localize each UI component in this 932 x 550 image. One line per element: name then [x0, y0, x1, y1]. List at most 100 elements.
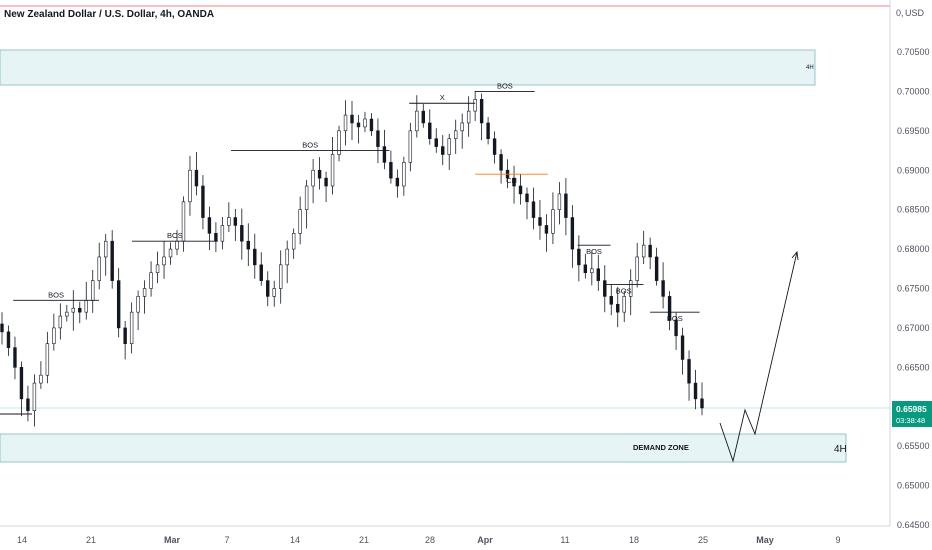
x-tick-label: 18: [629, 535, 639, 545]
candle-body: [447, 138, 451, 155]
structure-label: BOS: [167, 231, 183, 240]
candle-body: [402, 162, 406, 187]
candle-body: [687, 359, 691, 384]
candle-body: [201, 185, 205, 218]
candle-body: [700, 398, 704, 409]
structure-label: BOS: [497, 81, 513, 90]
x-tick-label: 14: [290, 535, 300, 545]
currency-label: USD: [905, 8, 925, 18]
chart-title: New Zealand Dollar / U.S. Dollar, 4h, OA…: [4, 9, 214, 20]
candle-body: [629, 280, 633, 297]
candle-body: [603, 280, 607, 297]
candle-body: [227, 217, 231, 226]
candle-body: [473, 99, 477, 112]
candle-body: [26, 398, 30, 411]
candle-body: [97, 256, 101, 281]
candle-body: [369, 118, 374, 132]
candle-body: [279, 264, 283, 289]
y-tick-label: 0.70500: [897, 47, 930, 57]
candle-body: [395, 177, 400, 187]
candle-body: [596, 268, 600, 281]
candles-group: [0, 90, 704, 427]
candle-body: [564, 193, 568, 218]
y-tick-label: 0.69000: [897, 165, 930, 175]
candle-body: [220, 225, 225, 242]
y-tick-label: 0.70000: [897, 86, 930, 96]
candle-body: [525, 193, 529, 203]
candle-body: [415, 110, 419, 132]
structure-label: BOS: [616, 287, 632, 296]
candle-body: [661, 280, 665, 297]
candle-body: [492, 138, 497, 155]
candle-body: [58, 315, 63, 329]
candle-body: [32, 382, 37, 411]
candle-body: [129, 311, 134, 344]
candle-body: [356, 122, 361, 128]
candle-body: [39, 374, 43, 384]
candle-body: [577, 248, 581, 266]
candle-body: [168, 248, 173, 258]
candle-body: [194, 169, 199, 187]
candle-body: [454, 130, 458, 140]
candle-body: [207, 217, 212, 234]
currency-label-prefix: 0,: [896, 8, 904, 18]
candle-body: [149, 272, 153, 289]
candle-body: [674, 319, 678, 337]
candle-body: [479, 99, 484, 124]
candle-body: [116, 280, 121, 329]
candle-body: [311, 169, 315, 187]
x-tick-label: 11: [560, 535, 569, 545]
x-tick-label: 25: [698, 535, 708, 545]
candle-body: [214, 233, 218, 242]
candle-body: [616, 303, 620, 313]
candle-body: [622, 296, 626, 313]
x-tick-label: 21: [359, 535, 369, 545]
candle-body: [91, 280, 95, 301]
candle-body: [52, 327, 56, 344]
candle-body: [246, 240, 250, 250]
candle-body: [641, 244, 646, 258]
y-tick-label: 0.66500: [897, 362, 930, 372]
candle-body: [590, 268, 594, 274]
y-tick-label: 0.68000: [897, 244, 930, 254]
candle-body: [538, 217, 542, 226]
candle-body: [6, 331, 11, 348]
candle-body: [635, 256, 639, 281]
candle-body: [531, 201, 536, 218]
x-tick-label: 14: [17, 535, 27, 545]
candle-body: [408, 130, 413, 163]
structure-label: BOS: [48, 290, 64, 299]
structure-label: BOS: [586, 247, 602, 256]
x-tick-label: Apr: [477, 535, 493, 545]
y-tick-label: 0.67500: [897, 284, 930, 294]
annotations-group: BOS BOS BOS X BOS CH BOS BOS BOS: [13, 81, 700, 323]
x-tick-label: 9: [835, 535, 840, 545]
x-axis[interactable]: 14 21 Mar 7 14 21 28 Apr 11 18 25 May 9: [17, 535, 841, 545]
y-tick-label: 0.65000: [897, 481, 930, 491]
candle-body: [45, 343, 50, 376]
candle-body: [551, 209, 555, 234]
candle-body: [389, 162, 393, 179]
demand-zone-tf-label: 4H: [834, 444, 847, 455]
candle-body: [350, 114, 354, 124]
supply-zone-tf-label: 4H: [806, 65, 814, 71]
x-tick-label: 28: [425, 535, 435, 545]
candle-body: [110, 240, 114, 281]
projection-path[interactable]: [719, 251, 798, 463]
x-tick-label: Mar: [164, 535, 181, 545]
demand-zone[interactable]: [0, 433, 847, 463]
y-axis[interactable]: 0.70500 0.70000 0.69500 0.69000 0.68500 0.680…: [897, 47, 930, 530]
supply-zone-4h[interactable]: [0, 49, 816, 86]
candle-body: [233, 217, 238, 226]
x-tick-label: 7: [224, 535, 229, 545]
candle-body: [363, 118, 367, 128]
candle-body: [298, 209, 302, 234]
candle-body: [654, 256, 659, 281]
candle-body: [65, 311, 69, 317]
candle-body: [71, 307, 75, 313]
candle-body: [272, 288, 276, 297]
candle-body: [583, 264, 588, 274]
candle-body: [376, 130, 380, 147]
